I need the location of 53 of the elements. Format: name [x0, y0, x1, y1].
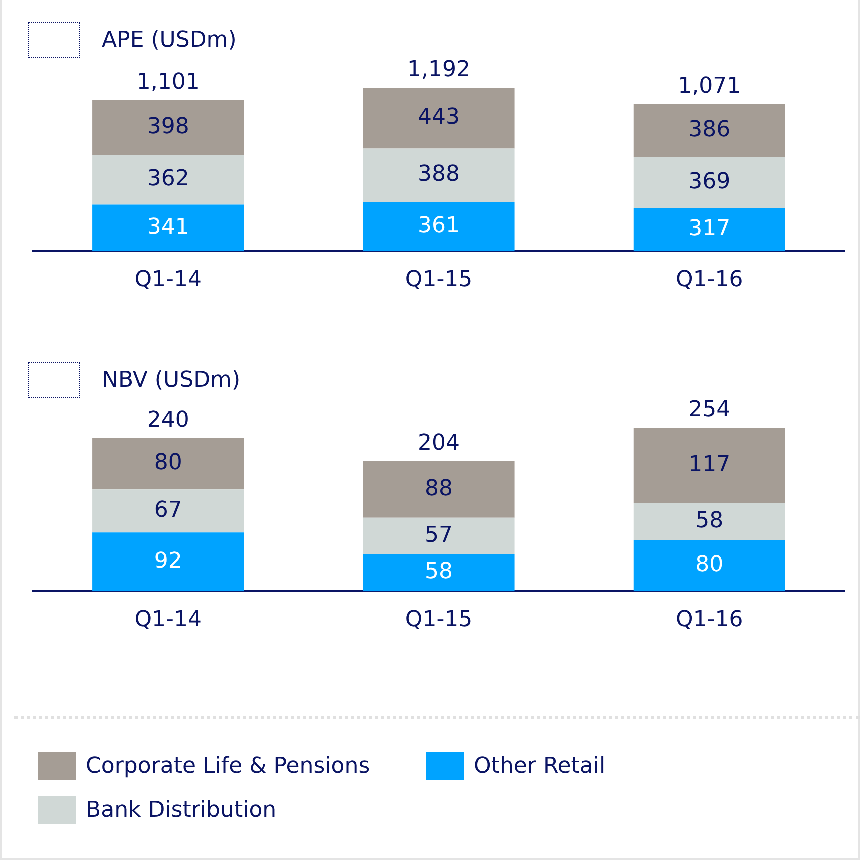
total-label: 204 — [418, 431, 460, 456]
data-label: 369 — [688, 169, 731, 194]
data-label: 317 — [688, 216, 731, 242]
total-label: 254 — [688, 398, 731, 423]
bar — [634, 540, 786, 592]
data-label: 398 — [147, 114, 190, 140]
legend-label: Bank Distribution — [86, 798, 277, 822]
data-label: 386 — [688, 118, 731, 143]
legend-label: Other Retail — [474, 754, 606, 778]
total-label: 1,101 — [136, 70, 200, 96]
data-label: 67 — [154, 498, 182, 523]
x-tick-label: Q1-15 — [405, 608, 473, 633]
bar — [634, 428, 786, 504]
x-tick-label: Q1-16 — [676, 608, 744, 633]
bar — [363, 148, 515, 202]
data-label: 57 — [425, 522, 453, 548]
data-label: 92 — [154, 548, 182, 574]
data-label: 80 — [696, 552, 724, 578]
bar — [634, 208, 786, 252]
chart-title: NBV (USDm) — [102, 368, 241, 393]
data-label: 117 — [688, 452, 731, 478]
data-label: 80 — [154, 450, 182, 476]
bar — [363, 88, 515, 149]
legend-label: Corporate Life & Pensions — [86, 754, 370, 778]
bar — [363, 461, 515, 518]
x-tick-label: Q1-14 — [134, 608, 202, 633]
bar — [634, 104, 786, 158]
total-label: 1,071 — [678, 74, 742, 100]
bar — [92, 155, 244, 205]
total-label: 1,192 — [408, 58, 470, 83]
data-label: 362 — [147, 166, 190, 192]
bar — [363, 518, 515, 554]
bar — [363, 554, 515, 592]
data-label: 361 — [418, 214, 460, 239]
data-label: 341 — [147, 214, 190, 240]
x-tick-label: Q1-14 — [134, 268, 202, 293]
bar — [634, 157, 786, 208]
data-label: 88 — [425, 476, 453, 502]
data-label: 443 — [418, 105, 460, 130]
x-tick-label: Q1-15 — [405, 268, 473, 293]
bar — [634, 503, 786, 540]
total-label: 240 — [147, 408, 190, 433]
x-tick-label: Q1-16 — [676, 268, 744, 293]
bar — [92, 490, 244, 533]
chart-title: APE (USDm) — [102, 28, 237, 53]
bar — [92, 532, 244, 592]
bar — [92, 204, 244, 252]
data-label: 58 — [696, 508, 724, 534]
data-label: 388 — [418, 162, 460, 188]
bar — [92, 438, 244, 490]
bar — [92, 100, 244, 156]
bar — [363, 202, 515, 252]
data-label: 58 — [425, 560, 453, 585]
